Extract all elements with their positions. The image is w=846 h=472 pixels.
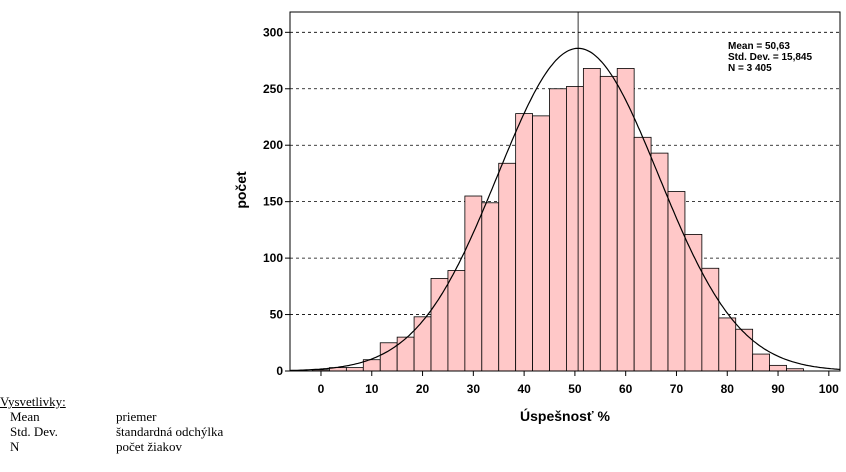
bar xyxy=(616,68,635,372)
bar xyxy=(447,270,466,372)
x-tick-label: 20 xyxy=(416,382,430,396)
legend-row: Std. Dev. štandardná odchýlka xyxy=(0,424,223,439)
bar xyxy=(701,267,720,372)
x-tick-label: 100 xyxy=(819,382,839,396)
x-tick-label: 80 xyxy=(721,382,735,396)
legend-key: Std. Dev. xyxy=(10,424,58,439)
legend: Vysvetlivky: Mean priemer Std. Dev. štandar… xyxy=(0,394,223,454)
annotation: Mean = 50,63 xyxy=(728,41,790,52)
legend-title: Vysvetlivky: xyxy=(0,394,66,409)
x-tick-label: 50 xyxy=(568,382,582,396)
bar xyxy=(769,364,787,372)
bar xyxy=(481,202,500,372)
legend-desc: priemer xyxy=(116,409,157,424)
bar xyxy=(396,336,415,372)
legend-row: Mean priemer xyxy=(0,409,223,424)
y-tick-label: 250 xyxy=(263,82,283,96)
x-tick-label: 70 xyxy=(670,382,684,396)
bar xyxy=(532,115,550,372)
plot-frame xyxy=(289,11,841,372)
bar xyxy=(413,316,432,372)
bar xyxy=(633,136,652,372)
bar xyxy=(752,353,770,372)
legend-desc: štandardná odchýlka xyxy=(116,424,224,439)
y-tick-label: 200 xyxy=(263,138,283,152)
bar xyxy=(582,68,601,372)
bar xyxy=(735,328,754,372)
legend-desc: počet žiakov xyxy=(116,439,183,454)
x-tick-label: 0 xyxy=(318,382,325,396)
y-axis-label: počet xyxy=(233,171,249,209)
legend-key: Mean xyxy=(10,409,40,424)
bar xyxy=(498,162,517,372)
x-tick-label: 40 xyxy=(517,382,531,396)
legend-key: N xyxy=(10,439,20,454)
x-axis-label: Úspešnosť % xyxy=(520,407,611,424)
bar xyxy=(345,367,364,372)
bar xyxy=(464,195,483,372)
bar xyxy=(566,86,584,372)
y-tick-label: 150 xyxy=(263,195,283,209)
x-tick-label: 10 xyxy=(365,382,379,396)
x-tick-label: 90 xyxy=(771,382,785,396)
x-tick-label: 30 xyxy=(467,382,481,396)
bar xyxy=(549,88,567,372)
annotation: Std. Dev. = 15,845 xyxy=(728,52,812,63)
y-tick-label: 300 xyxy=(263,25,283,39)
annotation: N = 3 405 xyxy=(728,63,772,74)
legend-rows: Mean priemer Std. Dev. štandardná odchýlka N… xyxy=(0,409,223,454)
x-tick-label: 60 xyxy=(619,382,633,396)
bar xyxy=(718,317,737,372)
bar xyxy=(430,278,449,372)
bar xyxy=(515,113,533,372)
y-tick-label: 100 xyxy=(263,251,283,265)
y-tick-label: 50 xyxy=(270,308,284,322)
y-tick-label: 0 xyxy=(276,364,283,378)
normal-curve xyxy=(289,47,841,372)
bar xyxy=(599,75,618,372)
bar xyxy=(650,152,669,372)
